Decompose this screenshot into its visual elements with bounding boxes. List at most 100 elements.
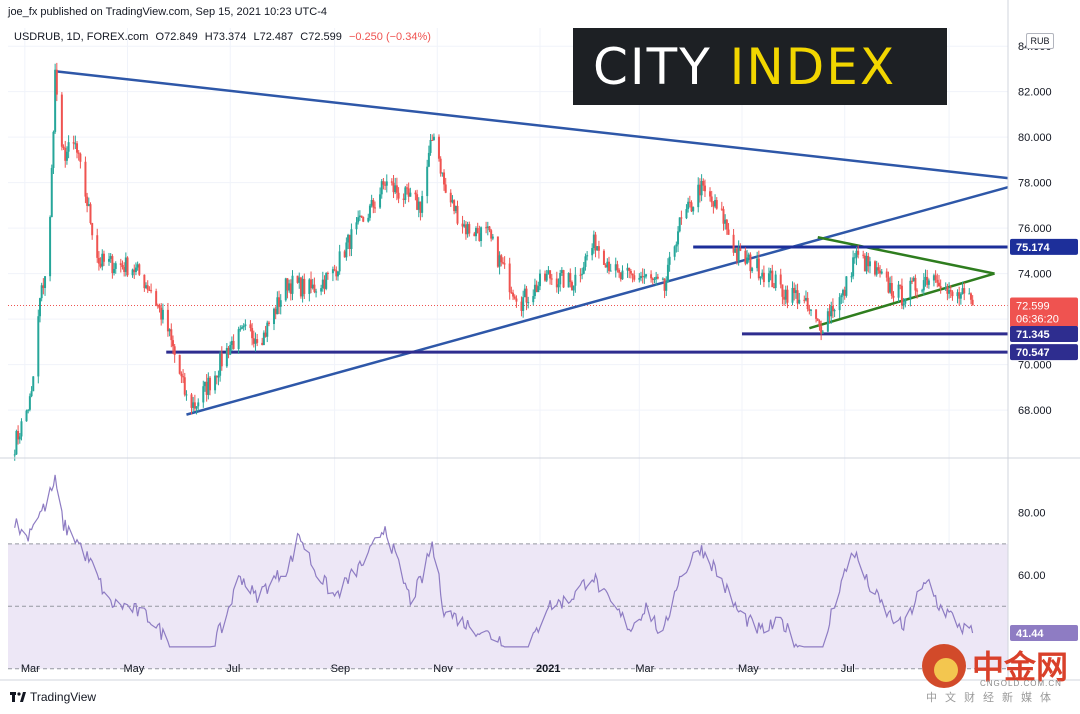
candle-body <box>30 391 33 397</box>
candle-body <box>193 402 196 409</box>
candle-body <box>397 192 400 199</box>
candle-body <box>720 208 723 210</box>
candle-body <box>217 375 220 378</box>
candle-body <box>904 298 907 304</box>
candle-body <box>756 258 759 269</box>
candle-body <box>852 257 855 277</box>
candle-body <box>20 421 23 437</box>
candle-body <box>710 196 713 203</box>
candle-body <box>360 215 363 218</box>
candle-body <box>276 297 279 315</box>
candle-body <box>102 253 105 262</box>
candle-body <box>296 275 299 283</box>
candle-body <box>242 326 245 328</box>
candle-body <box>968 293 971 295</box>
candle-body <box>404 187 407 200</box>
cngold-name: 中金网 <box>972 649 1069 685</box>
cngold-logo-icon <box>922 644 966 688</box>
time-tick-label: Mar <box>21 663 40 675</box>
candle-body <box>416 194 419 210</box>
candle-body <box>515 298 518 302</box>
candle-body <box>166 309 169 332</box>
price-tick-label: 76.000 <box>1018 223 1052 235</box>
candle-body <box>284 278 287 301</box>
candle-body <box>278 297 281 307</box>
candle-body <box>89 204 92 224</box>
candle-body <box>559 273 562 285</box>
lower-trendline <box>186 185 1009 416</box>
tradingview-brand: TradingView <box>30 690 97 704</box>
candle-body <box>431 139 434 141</box>
candle-body <box>673 246 676 257</box>
candle-body <box>64 147 67 161</box>
candle-body <box>205 381 208 395</box>
candle-body <box>956 292 959 297</box>
candle-body <box>645 274 648 277</box>
rsi-tick-label: 80.00 <box>1018 508 1046 520</box>
candle-body <box>538 273 541 287</box>
candle-body <box>567 273 570 288</box>
candle-body <box>119 263 122 266</box>
candle-body <box>821 331 824 334</box>
candle-body <box>251 328 254 339</box>
candle-body <box>84 161 87 197</box>
candle-body <box>880 271 883 274</box>
candle-body <box>874 261 877 275</box>
candle-body <box>734 249 737 253</box>
candle-body <box>241 327 244 329</box>
candle-body <box>225 347 228 367</box>
candle-body <box>656 276 659 279</box>
tradingview-footer[interactable]: TradingView <box>10 690 96 704</box>
candle-body <box>722 209 725 224</box>
candle-body <box>804 297 807 301</box>
candle-body <box>897 284 900 298</box>
currency-badge[interactable]: RUB <box>1026 33 1054 49</box>
candle-body <box>845 276 848 296</box>
candle-body <box>949 290 952 292</box>
candle-body <box>877 267 880 271</box>
candle-body <box>473 233 476 237</box>
candle-body <box>101 253 104 267</box>
candle-body <box>570 282 573 291</box>
candle-body <box>27 409 30 411</box>
candle-body <box>209 377 212 391</box>
candle-body <box>485 227 488 229</box>
candle-body <box>831 306 834 312</box>
candle-body <box>158 305 161 308</box>
price-tick-label: 80.000 <box>1018 132 1052 144</box>
candle-body <box>665 282 668 291</box>
candle-body <box>545 273 548 281</box>
candle-body <box>461 223 464 227</box>
candle-body <box>414 192 417 195</box>
candle-body <box>74 143 77 145</box>
candle-body <box>38 298 41 317</box>
candle-body <box>892 295 895 298</box>
support-price-label-2: 70.547 <box>1016 347 1050 359</box>
candle-body <box>761 272 764 277</box>
candle-body <box>325 272 328 289</box>
publish-line: joe_fx published on TradingView.com, Sep… <box>8 6 327 18</box>
rsi-band-layer <box>8 543 1008 670</box>
candle-body <box>757 258 760 279</box>
candle-body <box>501 262 504 264</box>
candle-body <box>437 136 440 159</box>
time-tick-label: Jul <box>841 663 855 675</box>
candle-body <box>732 234 735 253</box>
candle-body <box>921 290 924 292</box>
candle-body <box>111 256 114 274</box>
candle-body <box>951 291 954 297</box>
candle-body <box>572 285 575 291</box>
city-index-logo: CITY INDEX <box>573 28 947 105</box>
candle-body <box>178 354 181 374</box>
candle-body <box>826 311 829 332</box>
candle-body <box>449 192 452 203</box>
candle-body <box>372 200 375 208</box>
candle-body <box>639 275 642 278</box>
candle-body <box>168 329 171 332</box>
candle-body <box>405 187 408 189</box>
symbol-label[interactable]: USDRUB, 1D, FOREX.com <box>14 31 149 43</box>
candle-body <box>602 250 605 265</box>
candle-body <box>86 196 89 206</box>
candle-body <box>476 228 479 234</box>
